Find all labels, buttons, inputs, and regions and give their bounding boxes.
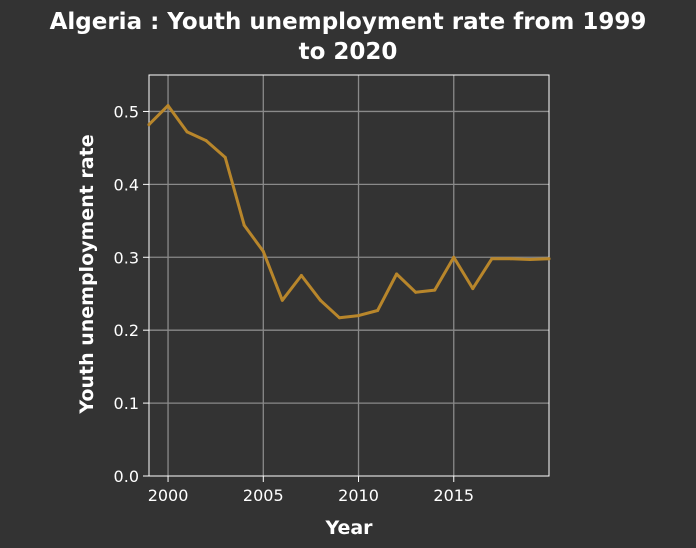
y-tick-label: 0.5 xyxy=(114,102,139,121)
data-point xyxy=(547,257,551,261)
x-tick-label: 2015 xyxy=(433,486,474,505)
x-tick-label: 2010 xyxy=(338,486,379,505)
y-axis-ticks: 0.0 0.1 0.2 0.3 0.4 0.5 xyxy=(114,102,149,486)
y-tick-label: 0.1 xyxy=(114,394,139,413)
data-point xyxy=(471,287,475,291)
x-axis-ticks: 2000 2005 2010 2015 xyxy=(148,476,474,505)
x-axis-label: Year xyxy=(324,517,373,539)
data-point xyxy=(280,298,284,302)
data-point xyxy=(185,130,189,134)
chart-title-line-1: Algeria : Youth unemployment rate from 1… xyxy=(50,9,647,35)
data-point xyxy=(452,255,456,259)
series-layer xyxy=(147,104,551,320)
y-axis-label: Youth unemployment rate xyxy=(76,134,98,414)
y-tick-label: 0.0 xyxy=(114,467,139,486)
data-point xyxy=(299,274,303,277)
data-point xyxy=(433,288,437,292)
data-point xyxy=(242,223,246,227)
y-tick-label: 0.2 xyxy=(114,321,139,340)
series-line xyxy=(147,104,551,320)
data-point xyxy=(490,257,494,261)
plot-area-frame xyxy=(148,74,550,477)
data-point xyxy=(357,314,361,318)
y-tick-label: 0.3 xyxy=(114,248,139,267)
x-tick-label: 2000 xyxy=(148,486,189,505)
data-point xyxy=(166,104,170,108)
data-point xyxy=(223,155,227,159)
data-point xyxy=(509,257,513,261)
data-point xyxy=(337,316,341,320)
data-point xyxy=(204,139,208,143)
chart-title-line-2: to 2020 xyxy=(299,39,398,65)
data-point xyxy=(414,290,418,294)
data-point xyxy=(261,249,265,253)
data-point xyxy=(528,257,532,261)
data-point xyxy=(318,298,322,302)
data-point xyxy=(376,308,380,312)
x-tick-label: 2005 xyxy=(243,486,284,505)
data-point xyxy=(147,123,151,127)
grid-lines xyxy=(149,75,549,476)
data-point xyxy=(395,272,399,276)
y-tick-label: 0.4 xyxy=(114,175,139,194)
